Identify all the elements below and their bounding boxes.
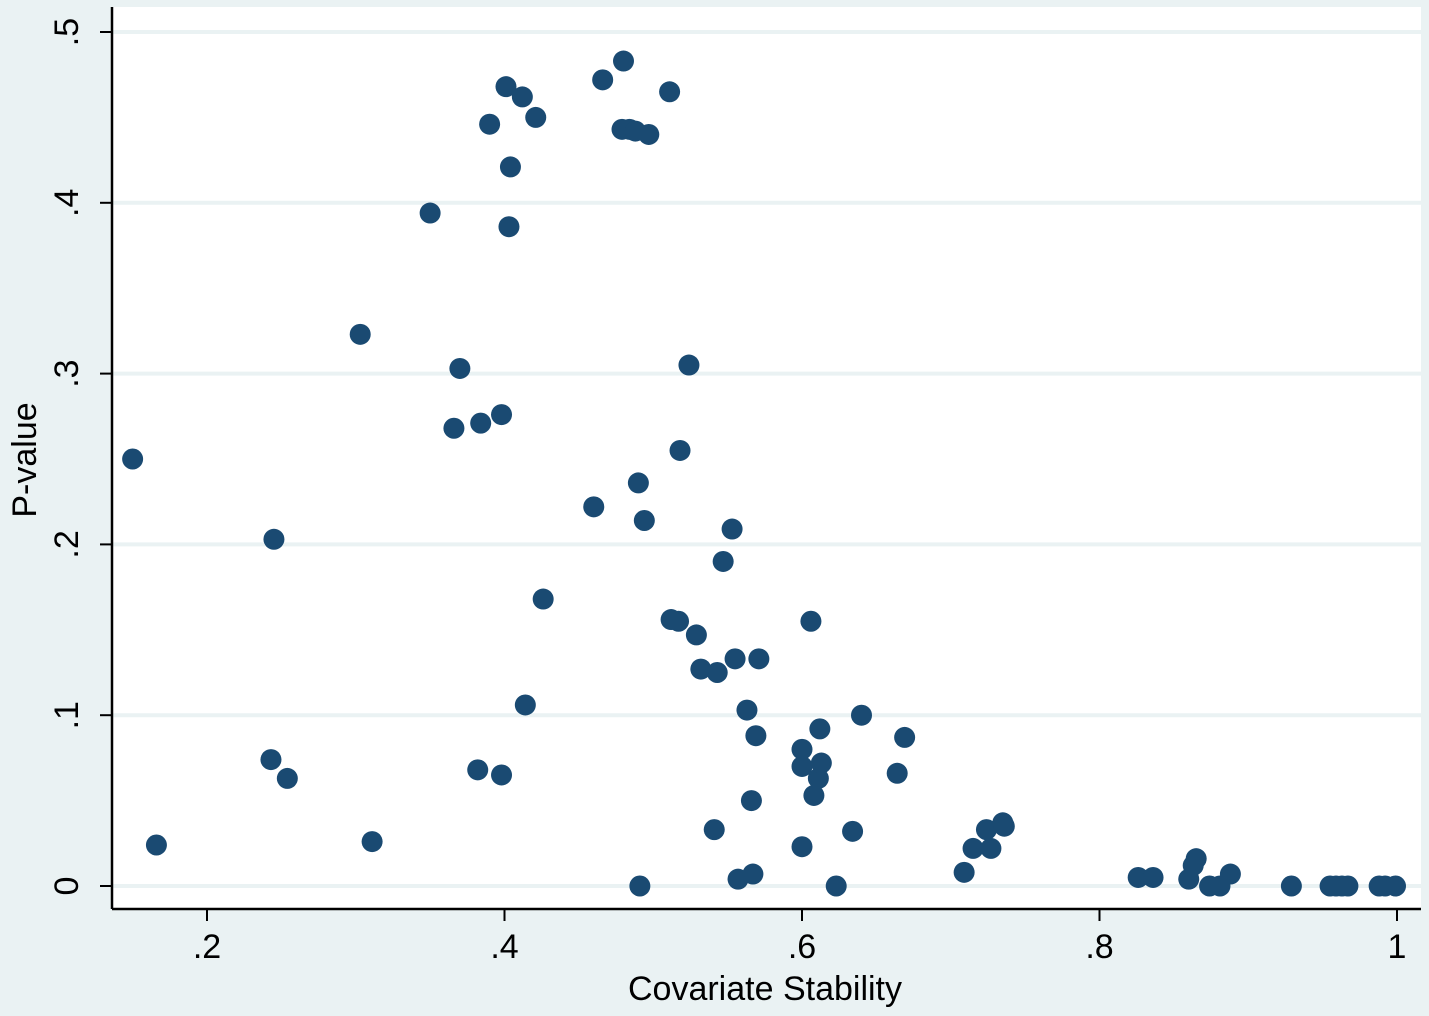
data-point-30 (633, 509, 655, 531)
data-point-39 (703, 819, 725, 841)
data-point-64 (962, 837, 984, 859)
data-point-49 (748, 648, 770, 670)
data-point-28 (627, 472, 649, 494)
data-point-15 (495, 76, 517, 98)
axis-ticks: 0 .1 .2 .3 .4 .5 .2 .4 .6 .8 1 (48, 18, 1406, 966)
data-point-10 (467, 759, 489, 781)
data-point-61 (886, 762, 908, 784)
data-point-38 (690, 658, 712, 680)
x-tick-label-0: .2 (193, 928, 221, 966)
data-point-43 (724, 648, 746, 670)
data-point-29 (629, 875, 651, 897)
data-point-2 (260, 749, 282, 771)
y-tick-label-3: .3 (48, 359, 86, 387)
data-point-9 (449, 357, 471, 379)
data-point-13 (491, 404, 513, 426)
data-point-25 (613, 50, 634, 72)
data-point-0 (122, 448, 144, 470)
data-point-36 (678, 354, 700, 376)
y-tick-label-2: .2 (48, 530, 86, 558)
x-tick-label-1: .4 (490, 928, 518, 966)
data-point-14 (491, 764, 513, 786)
x-tick-label-3: .8 (1085, 928, 1113, 966)
axes (110, 7, 1421, 911)
data-point-77 (1280, 875, 1302, 897)
y-tick-label-1: .1 (48, 701, 86, 729)
data-point-5 (349, 323, 371, 345)
data-point-41 (712, 550, 734, 572)
data-point-42 (721, 518, 743, 540)
data-point-18 (511, 86, 533, 108)
data-point-68 (993, 815, 1015, 837)
data-point-22 (583, 496, 605, 518)
data-point-8 (443, 417, 465, 439)
data-point-6 (361, 831, 383, 853)
data-point-4 (276, 767, 298, 789)
data-point-46 (740, 790, 762, 812)
data-point-31 (638, 123, 660, 145)
data-point-45 (736, 699, 758, 721)
data-point-70 (1142, 866, 1164, 888)
data-point-54 (803, 784, 825, 806)
data-point-35 (669, 439, 691, 461)
data-point-17 (499, 156, 521, 178)
data-point-16 (498, 216, 520, 238)
data-point-7 (419, 202, 441, 224)
data-point-52 (791, 836, 813, 858)
data-point-69 (1127, 866, 1149, 888)
data-point-3 (263, 528, 285, 550)
data-point-81 (1337, 875, 1359, 897)
y-tick-label-4: .4 (48, 189, 86, 217)
data-point-40 (706, 662, 728, 683)
x-tick-label-4: 1 (1388, 928, 1407, 966)
data-point-65 (975, 819, 997, 841)
data-point-62 (894, 726, 916, 748)
data-point-23 (592, 69, 614, 91)
data-point-20 (525, 106, 547, 128)
data-point-50 (791, 738, 813, 760)
data-point-73 (1185, 848, 1207, 870)
x-axis-title: Covariate Stability (628, 970, 902, 1008)
plot-area (112, 7, 1421, 909)
data-point-57 (810, 752, 832, 774)
x-tick-label-2: .6 (788, 928, 816, 966)
data-point-37 (685, 624, 707, 646)
data-point-53 (800, 610, 822, 632)
data-point-84 (1385, 875, 1407, 897)
data-point-63 (953, 861, 975, 883)
data-point-56 (809, 718, 831, 740)
y-tick-label-0: 0 (48, 877, 86, 896)
data-point-51 (791, 755, 813, 777)
data-point-59 (842, 820, 864, 842)
data-point-66 (980, 837, 1002, 859)
data-point-32 (659, 81, 681, 103)
data-points (122, 50, 1407, 897)
data-point-48 (745, 725, 767, 747)
data-point-1 (145, 834, 167, 856)
y-tick-label-5: .5 (48, 18, 86, 46)
y-axis-title: P-value (6, 402, 44, 517)
data-point-60 (851, 704, 872, 726)
data-point-12 (479, 113, 501, 135)
data-point-21 (532, 588, 554, 610)
data-point-76 (1219, 863, 1241, 885)
data-point-11 (470, 412, 492, 434)
data-point-58 (825, 875, 847, 897)
data-point-19 (514, 694, 536, 716)
data-point-47 (742, 863, 764, 885)
data-point-34 (668, 610, 690, 632)
